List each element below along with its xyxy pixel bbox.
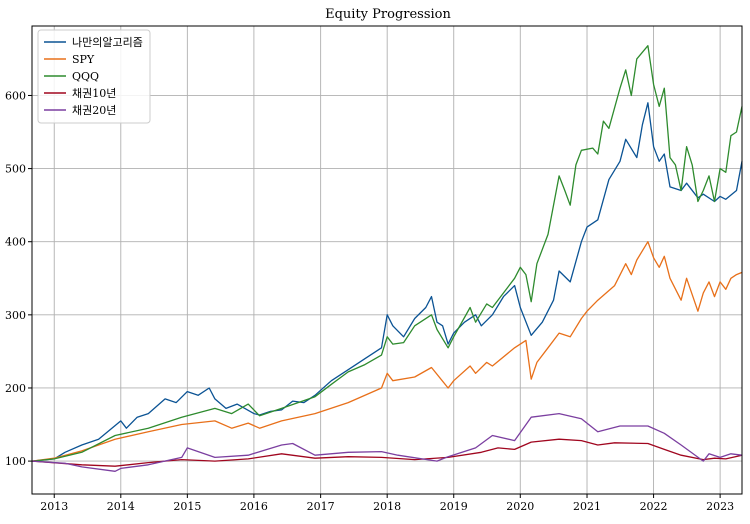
y-tick-label: 100 — [5, 455, 26, 468]
series-line — [31, 412, 743, 472]
y-tick-label: 500 — [5, 163, 26, 176]
x-tick-label: 2020 — [506, 500, 534, 513]
x-tick-label: 2022 — [640, 500, 668, 513]
series-line — [31, 241, 743, 462]
x-tick-label: 2019 — [440, 500, 468, 513]
series-lines — [31, 45, 743, 472]
legend-label: QQQ — [72, 70, 99, 83]
y-tick-label: 600 — [5, 89, 26, 102]
x-tick-label: 2017 — [307, 500, 335, 513]
chart-title: Equity Progression — [325, 7, 451, 22]
y-tick-label: 400 — [5, 236, 26, 249]
legend-label: SPY — [72, 53, 95, 66]
legend-label: 나만의알고리즘 — [72, 35, 143, 49]
x-tick-label: 2013 — [40, 500, 68, 513]
x-tick-label: 2016 — [240, 500, 268, 513]
x-tick-label: 2015 — [173, 500, 201, 513]
x-tick-label: 2018 — [373, 500, 401, 513]
legend-box — [37, 29, 151, 124]
y-tick-label: 200 — [5, 382, 26, 395]
x-tick-label: 2023 — [706, 500, 734, 513]
y-tick-label: 300 — [5, 309, 26, 322]
x-tick-label: 2021 — [573, 500, 601, 513]
series-line — [31, 438, 743, 467]
x-tick-label: 2014 — [107, 500, 135, 513]
axis-ticks: 2013 2014 2015 2016 2017 2018 2019 2020 2021 2022… — [5, 89, 734, 513]
series-line — [31, 102, 743, 462]
legend-label: 채권20년 — [72, 104, 116, 117]
legend-label: 채권10년 — [72, 87, 116, 100]
series-line — [31, 45, 743, 462]
